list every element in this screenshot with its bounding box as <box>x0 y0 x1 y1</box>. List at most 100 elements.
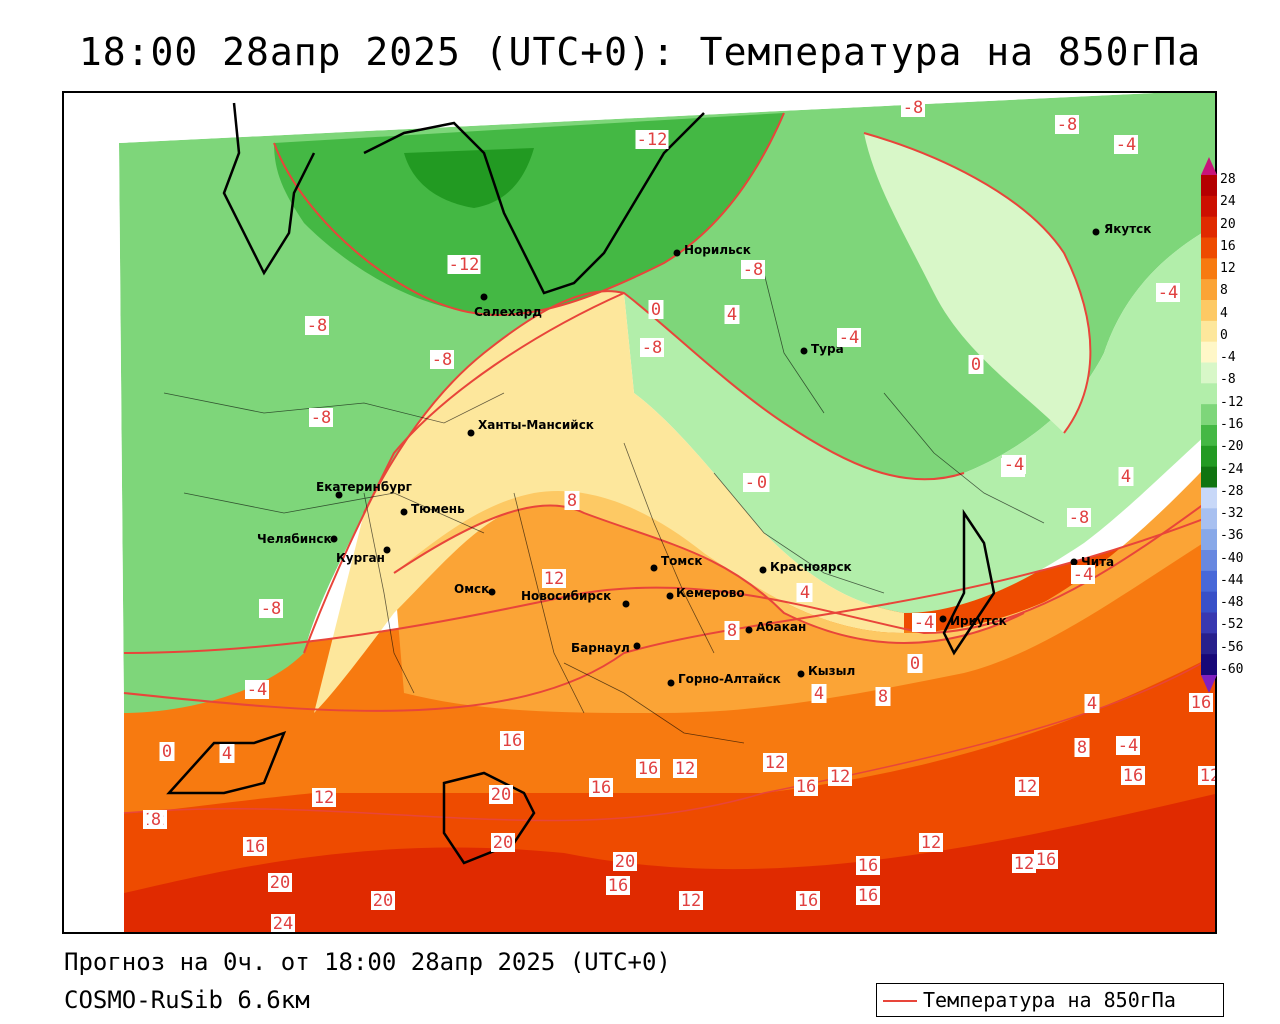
isotherm-value-label: 0 <box>910 654 920 674</box>
coastlines <box>166 102 996 865</box>
isotherm-label-background <box>907 654 923 673</box>
city-yakutsk: Якутск <box>1092 222 1151 236</box>
isotherm-label-background <box>919 833 943 852</box>
isotherm-label-background <box>1116 736 1140 755</box>
isotherm-label-background <box>673 759 697 778</box>
colorbar-swatch <box>1201 300 1217 322</box>
isotherm-label-background <box>1015 777 1039 796</box>
isotherm-label-background <box>430 350 454 369</box>
colorbar-swatch <box>1201 216 1217 238</box>
isotherm-label-background <box>724 305 740 324</box>
isotherm-value-label: 8 <box>151 810 161 830</box>
isotherm-label-background <box>912 613 936 632</box>
city-markers: Якутск Норильск Салехард Тура Ханты-Манс… <box>257 222 1151 687</box>
isotherm-value-label: -8 <box>432 350 452 370</box>
colorbar-swatch <box>1201 237 1217 259</box>
isotherm-label-background <box>1071 565 1095 584</box>
zone-minus16 <box>404 148 534 208</box>
colorbar-tick-label: -60 <box>1220 662 1244 677</box>
isotherm-label-background <box>268 873 292 892</box>
isotherm-label-background <box>1121 766 1145 785</box>
isotherm-value-label: 8 <box>878 687 888 707</box>
isotherm-value-label: -4 <box>1158 283 1178 303</box>
city-kemerovo: Кемерово <box>666 586 745 600</box>
forecast-info: Прогноз на 0ч. от 18:00 28апр 2025 (UTC+… <box>64 948 671 976</box>
isotherm-value-label: 0 <box>651 300 661 320</box>
colorbar-swatch <box>1201 341 1217 363</box>
legend-label: Температура на 850гПа <box>923 988 1176 1012</box>
isotherm-value-label: -8 <box>1069 508 1089 528</box>
isotherm-value-label: -8 <box>743 260 763 280</box>
map-frame[interactable]: Якутск Норильск Салехард Тура Ханты-Манс… <box>62 91 1217 934</box>
legend-line-swatch <box>883 1000 917 1002</box>
colorbar-swatch <box>1201 175 1217 197</box>
isotherm-value-label: 4 <box>814 684 824 704</box>
isotherm-value-label: 8 <box>1077 738 1087 758</box>
isotherm-value-label: 12 <box>544 569 564 589</box>
colorbar-tick-label: 16 <box>1220 238 1236 254</box>
isotherm-label-background <box>1074 738 1090 757</box>
isotherm-label-background <box>1118 467 1134 486</box>
temperature-fill <box>64 93 1215 932</box>
isotherm-label-background <box>148 810 164 829</box>
city-irkutsk: Иркутск <box>939 614 1007 628</box>
city-barnaul: Барнаул <box>571 641 641 655</box>
isotherm-label-background <box>589 778 613 797</box>
isotherm-label-background <box>245 680 269 699</box>
isotherm-value-label: 16 <box>798 891 818 911</box>
isotherm-value-label: 12 <box>1017 777 1037 797</box>
zone-8 <box>394 457 1215 713</box>
isotherm-value-label: -12 <box>637 130 668 150</box>
isotherm-value-label: -8 <box>311 408 331 428</box>
colorbar-tick-label: -12 <box>1220 394 1244 410</box>
isotherm-label-background <box>312 788 336 807</box>
isotherm-label-background <box>811 684 827 703</box>
colorbar-tick-label: -20 <box>1220 439 1244 455</box>
isotherm-label-background <box>754 473 770 492</box>
isotherm-label-background <box>447 255 481 274</box>
isotherm-label-background <box>636 759 660 778</box>
isotherm-value-label: 16 <box>502 731 522 751</box>
isotherm-value-label: 20 <box>373 891 393 911</box>
colorbar-tick-label: 8 <box>1220 283 1228 299</box>
isotherm-value-label: 12 <box>765 753 785 773</box>
city-omsk: Омск <box>454 582 496 596</box>
isotherm-value-label: -8 <box>1057 115 1077 135</box>
svg-text:Тура: Тура <box>811 342 844 356</box>
isotherm-value-label: 16 <box>858 856 878 876</box>
temperature-map[interactable]: Якутск Норильск Салехард Тура Ханты-Манс… <box>64 93 1217 934</box>
isotherm-value-label: -8 <box>307 316 327 336</box>
city-tyumen: Тюмень <box>400 502 465 516</box>
city-yekaterinburg: Екатеринбург <box>316 480 412 499</box>
isotherm-value-label: -4 <box>247 680 267 700</box>
isotherm-label-background <box>564 491 580 510</box>
colorbar-tick-label: -32 <box>1220 506 1244 522</box>
isotherm-value-label: 20 <box>493 833 513 853</box>
colorbar-tick-label: 0 <box>1220 327 1228 343</box>
isotherm-label-background <box>219 744 235 763</box>
isotherm-label-background <box>797 583 813 602</box>
isotherm-value-label: 12 <box>1200 766 1217 786</box>
svg-text:Барнаул: Барнаул <box>571 641 630 655</box>
colorbar-tick-label: -28 <box>1220 483 1244 499</box>
isotherm-label-background <box>763 753 787 772</box>
isotherm-label-background <box>635 130 669 149</box>
colorbar-tick-label: 24 <box>1220 194 1236 210</box>
isotherm-value-label: 12 <box>1014 854 1034 874</box>
zone-minus4-northeast <box>864 133 1091 433</box>
isotherm-label-background <box>828 767 852 786</box>
isotherm-labels: -8 -8 -4 -12 -12 -8 -4 0 4 -8 -8 -8 -4 -8 -4 0 -8 8 12 0 4 -4… <box>143 98 1217 932</box>
isotherm-value-label: 0 <box>162 742 172 762</box>
colorbar-swatch <box>1201 425 1217 447</box>
svg-text:Красноярск: Красноярск <box>770 560 852 574</box>
svg-text:Ханты-Мансийск: Ханты-Мансийск <box>478 418 594 432</box>
outside-domain-left <box>64 93 124 932</box>
isotherm-label-background <box>875 687 891 706</box>
isotherm-value-label: 4 <box>1087 694 1097 714</box>
isotherm-label-background <box>640 338 664 357</box>
colorbar-tick-label: -4 <box>1220 350 1236 366</box>
isotherm-label-background <box>243 837 267 856</box>
city-kyzyl: Кызыл <box>797 664 855 678</box>
isotherm-label-background <box>724 621 740 640</box>
isotherm-label-background <box>1156 283 1180 302</box>
